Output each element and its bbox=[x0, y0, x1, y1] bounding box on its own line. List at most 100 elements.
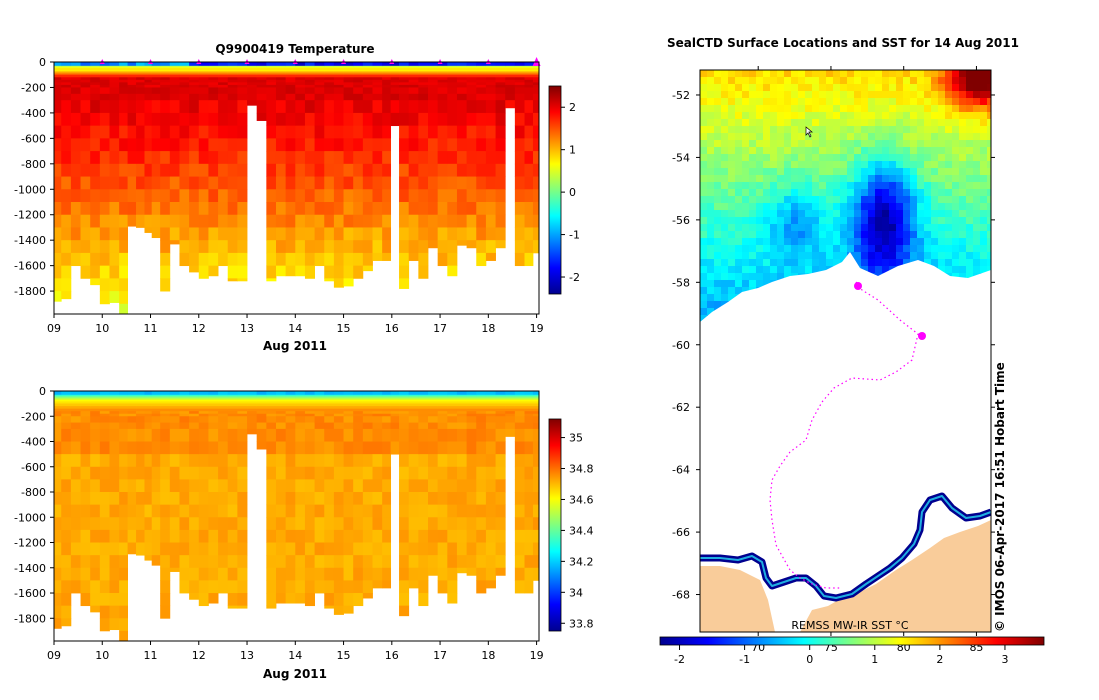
sst-cell bbox=[861, 217, 869, 225]
sst-cell bbox=[980, 98, 988, 106]
section-cell bbox=[61, 62, 72, 64]
section-cell bbox=[247, 411, 258, 415]
sst-cell bbox=[700, 98, 708, 106]
section-cell bbox=[437, 74, 448, 78]
sst-cell bbox=[707, 189, 715, 197]
sst-cell bbox=[728, 105, 736, 113]
sst-cell bbox=[861, 147, 869, 155]
section-cell bbox=[275, 393, 287, 396]
section-cell bbox=[54, 529, 62, 543]
sst-cell bbox=[973, 182, 981, 190]
sst-cell bbox=[763, 154, 771, 162]
section-cell bbox=[418, 466, 429, 480]
section-cell bbox=[362, 403, 373, 407]
sst-cell bbox=[987, 77, 991, 85]
sst-cell bbox=[931, 196, 939, 204]
section-cell bbox=[372, 69, 383, 72]
section-cell bbox=[532, 542, 540, 556]
section-cell bbox=[208, 67, 219, 69]
section-cell bbox=[275, 504, 287, 518]
sst-cell bbox=[917, 154, 925, 162]
section-cell bbox=[524, 406, 534, 410]
section-cell bbox=[136, 67, 145, 69]
section-cell bbox=[90, 555, 101, 569]
section-cell bbox=[54, 403, 62, 407]
section-cell bbox=[524, 408, 534, 412]
section-cell bbox=[456, 63, 468, 65]
sst-cell bbox=[721, 147, 729, 155]
section-cell bbox=[90, 189, 101, 203]
sst-cell bbox=[910, 133, 918, 141]
section-cell bbox=[456, 392, 468, 394]
section-cell bbox=[237, 73, 248, 76]
section-cell bbox=[333, 416, 344, 423]
sst-cell bbox=[763, 224, 771, 232]
sst-cell bbox=[721, 196, 729, 204]
section-cell bbox=[343, 555, 354, 569]
section-cell bbox=[314, 517, 325, 531]
section-cell bbox=[428, 176, 439, 190]
sst-cell bbox=[903, 259, 911, 267]
section-cell bbox=[353, 402, 364, 405]
section-cell bbox=[408, 125, 419, 139]
section-cell bbox=[466, 542, 477, 556]
section-cell bbox=[70, 454, 81, 468]
section-cell bbox=[505, 72, 516, 74]
section-cell bbox=[418, 416, 429, 423]
sst-cell bbox=[917, 203, 925, 211]
section-cell bbox=[99, 125, 110, 139]
section-cell bbox=[127, 413, 137, 417]
section-cell bbox=[485, 100, 496, 114]
section-cell bbox=[495, 492, 506, 506]
sst-cell bbox=[868, 182, 876, 190]
section-cell bbox=[466, 227, 477, 241]
section-cell bbox=[99, 391, 110, 393]
section-cell bbox=[314, 252, 325, 267]
section-cell bbox=[428, 68, 439, 71]
section-cell bbox=[99, 202, 110, 216]
section-cell bbox=[218, 398, 229, 401]
section-cell bbox=[343, 605, 354, 614]
section-cell bbox=[179, 411, 190, 415]
section-cell bbox=[382, 77, 392, 81]
sst-cell bbox=[945, 189, 953, 197]
section-cell bbox=[160, 278, 171, 292]
sst-cell bbox=[749, 217, 757, 225]
section-cell bbox=[532, 422, 540, 430]
section-cell bbox=[466, 567, 477, 576]
section-cell bbox=[408, 428, 419, 442]
section-cell bbox=[372, 214, 383, 228]
sst-cell bbox=[938, 231, 946, 239]
sst-cell bbox=[714, 196, 722, 204]
sst-cell bbox=[728, 245, 736, 253]
section-cell bbox=[524, 72, 534, 74]
section-cell bbox=[524, 492, 534, 506]
section-cell bbox=[179, 100, 190, 114]
section-cell bbox=[256, 63, 267, 65]
section-cell bbox=[208, 517, 219, 531]
section-cell bbox=[237, 504, 248, 518]
section-cell bbox=[70, 492, 81, 506]
sst-cell bbox=[889, 238, 897, 246]
section-cell bbox=[466, 413, 477, 417]
section-cell bbox=[514, 67, 525, 69]
section-cell bbox=[295, 65, 306, 68]
section-cell bbox=[372, 87, 383, 95]
section-cell bbox=[437, 466, 448, 480]
sst-cell bbox=[735, 252, 743, 260]
section-cell bbox=[247, 392, 258, 394]
section-cell bbox=[109, 227, 120, 241]
sst-cell bbox=[700, 196, 708, 204]
section-cell bbox=[169, 227, 180, 241]
sst-cell bbox=[728, 161, 736, 169]
section-cell bbox=[179, 65, 190, 68]
section-cell bbox=[119, 517, 128, 531]
section-cell bbox=[495, 504, 506, 518]
sst-cell bbox=[896, 112, 904, 120]
section-cell bbox=[418, 64, 429, 67]
section-cell bbox=[99, 517, 110, 531]
section-cell bbox=[295, 202, 306, 216]
section-cell bbox=[362, 492, 373, 506]
section-cell bbox=[532, 72, 540, 74]
section-cell bbox=[266, 74, 277, 78]
